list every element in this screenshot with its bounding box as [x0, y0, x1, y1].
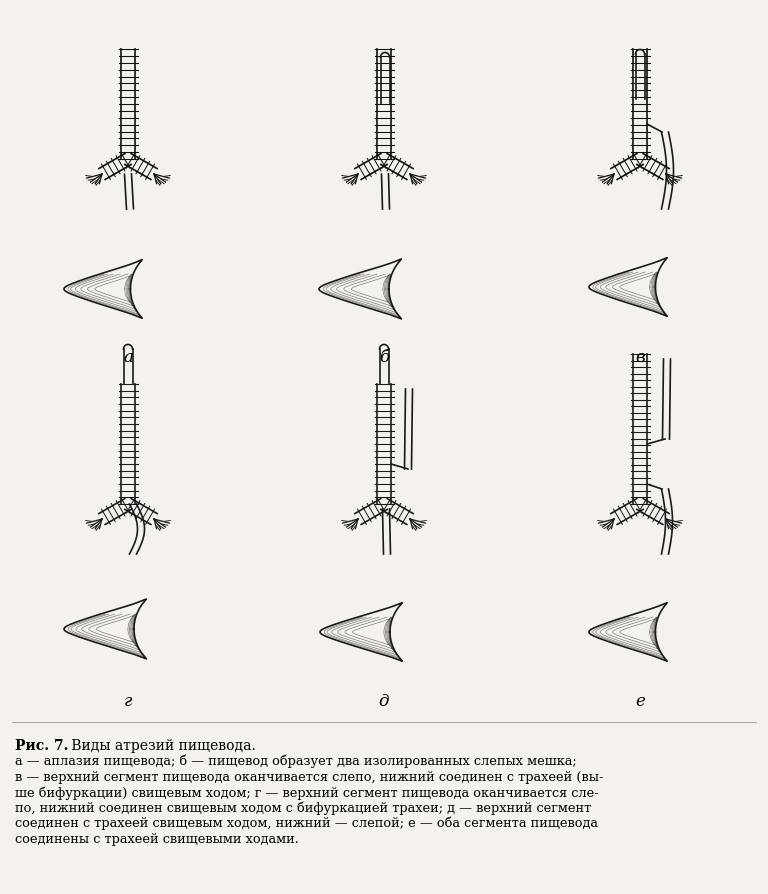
Text: ше бифуркации) свищевым ходом; г — верхний сегмент пищевода оканчивается сле-: ше бифуркации) свищевым ходом; г — верхн…	[15, 786, 599, 799]
Text: б: б	[379, 349, 389, 366]
Text: а — аплазия пищевода; б — пищевод образует два изолированных слепых мешка;: а — аплазия пищевода; б — пищевод образу…	[15, 755, 577, 769]
Text: в — верхний сегмент пищевода оканчивается слепо, нижний соединен с трахеей (вы-: в — верхний сегмент пищевода оканчиваетс…	[15, 771, 604, 783]
Text: а: а	[123, 349, 133, 366]
Text: г: г	[124, 694, 132, 711]
Text: д: д	[379, 694, 389, 711]
Text: е: е	[635, 694, 645, 711]
Text: соединены с трахеей свищевыми ходами.: соединены с трахеей свищевыми ходами.	[15, 832, 299, 846]
Text: по, нижний соединен свищевым ходом с бифуркацией трахеи; д — верхний сегмент: по, нижний соединен свищевым ходом с биф…	[15, 802, 591, 815]
Text: Виды атрезий пищевода.: Виды атрезий пищевода.	[67, 739, 256, 753]
Text: Рис. 7.: Рис. 7.	[15, 739, 68, 753]
Text: соединен с трахеей свищевым ходом, нижний — слепой; е — оба сегмента пищевода: соединен с трахеей свищевым ходом, нижни…	[15, 817, 598, 831]
Text: в: в	[635, 349, 645, 366]
